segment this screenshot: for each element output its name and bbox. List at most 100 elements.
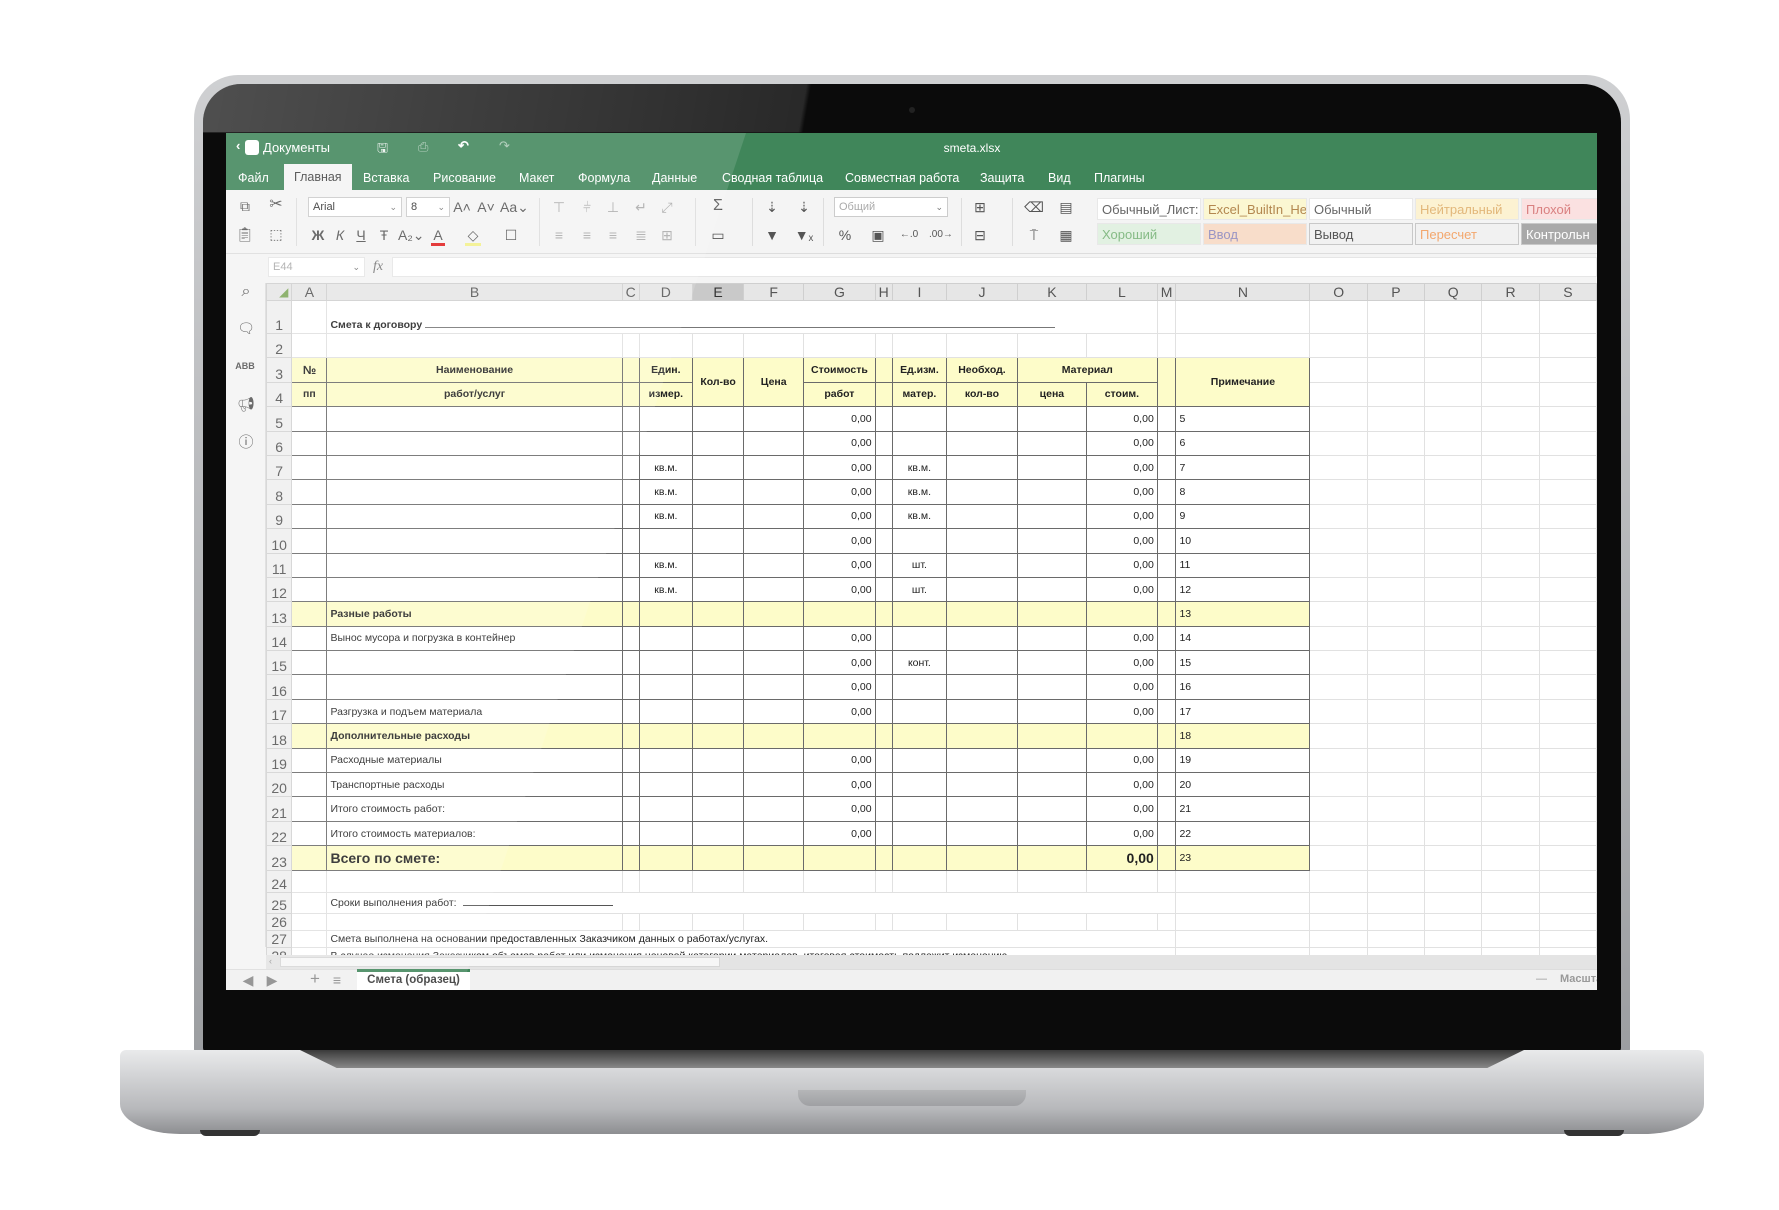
- cell-r[interactable]: [1481, 723, 1540, 749]
- fill-color-icon[interactable]: ◇: [465, 227, 481, 246]
- cell-f[interactable]: [743, 650, 805, 676]
- cell-c[interactable]: [621, 747, 640, 774]
- cell-i[interactable]: [891, 747, 948, 774]
- cell-p[interactable]: [1366, 723, 1426, 749]
- cell-f[interactable]: [743, 430, 805, 456]
- cell-q[interactable]: [1424, 528, 1483, 554]
- cell-j[interactable]: [946, 576, 1018, 603]
- cell-g[interactable]: 0,00: [803, 454, 876, 481]
- cell-p[interactable]: [1366, 650, 1426, 676]
- column-header[interactable]: E: [691, 283, 745, 301]
- cell-g[interactable]: 0,00: [803, 796, 876, 822]
- row-header[interactable]: 14: [266, 625, 293, 652]
- cell-b[interactable]: [326, 406, 623, 432]
- percent-icon[interactable]: %: [838, 227, 852, 243]
- cell-o[interactable]: [1309, 796, 1368, 822]
- cell-j[interactable]: [946, 503, 1018, 530]
- cell-e[interactable]: [691, 576, 745, 603]
- tab-6[interactable]: Данные: [652, 171, 698, 185]
- cell-n[interactable]: 14: [1175, 625, 1311, 652]
- cell-a[interactable]: [291, 869, 328, 893]
- cell-q[interactable]: [1424, 747, 1483, 774]
- cell-c[interactable]: [621, 430, 640, 456]
- cell-g[interactable]: 0,00: [803, 674, 876, 700]
- cell-h[interactable]: [874, 406, 893, 432]
- cell-h[interactable]: [874, 430, 893, 456]
- cell-l[interactable]: 0,00: [1086, 430, 1158, 456]
- cell-b[interactable]: [326, 674, 623, 700]
- cell-o[interactable]: [1309, 650, 1368, 676]
- cell[interactable]: [1016, 912, 1088, 931]
- cell-n[interactable]: 19: [1175, 747, 1311, 774]
- tab-10[interactable]: Вид: [1048, 171, 1071, 185]
- cell-g[interactable]: 0,00: [803, 747, 876, 774]
- cell-h[interactable]: [874, 503, 893, 530]
- sum-icon[interactable]: Σ: [713, 197, 723, 214]
- cell[interactable]: [1366, 869, 1426, 893]
- cell-o[interactable]: [1309, 674, 1368, 700]
- cell-r[interactable]: [1481, 747, 1540, 774]
- cell-e[interactable]: [691, 528, 745, 554]
- cell-f[interactable]: [743, 747, 805, 774]
- cell-k[interactable]: [1016, 674, 1088, 700]
- cell-j[interactable]: [946, 479, 1018, 505]
- cell-k[interactable]: [1016, 772, 1088, 798]
- cell-f[interactable]: [743, 796, 805, 822]
- align-left-icon[interactable]: ≡: [554, 227, 564, 243]
- cell[interactable]: [743, 912, 805, 931]
- cell-reference-box[interactable]: E44 ⌄: [268, 257, 365, 277]
- cell-g[interactable]: 0,00: [803, 552, 876, 578]
- cell-l[interactable]: 0,00: [1086, 650, 1158, 676]
- cell[interactable]: [1538, 912, 1597, 931]
- cell-o[interactable]: [1309, 845, 1368, 871]
- cell-h[interactable]: [874, 723, 893, 749]
- cell-m[interactable]: [1156, 479, 1177, 505]
- cell-b[interactable]: В случае изменения Заказчиком объемов ра…: [326, 946, 1177, 955]
- cell-q[interactable]: [1424, 454, 1483, 481]
- column-header[interactable]: J: [946, 283, 1018, 301]
- cell-a[interactable]: [291, 747, 328, 774]
- row-header[interactable]: 25: [266, 891, 293, 914]
- cell-p[interactable]: [1366, 479, 1426, 505]
- cell-m[interactable]: [1156, 772, 1177, 798]
- cell-c[interactable]: [621, 503, 640, 530]
- cell-p[interactable]: [1366, 601, 1426, 627]
- cell-r[interactable]: [1481, 674, 1540, 700]
- tab-7[interactable]: Сводная таблица: [722, 171, 824, 185]
- cell-h[interactable]: [874, 552, 893, 578]
- increase-decimal-icon[interactable]: .00→: [929, 229, 953, 240]
- cell-e[interactable]: [691, 503, 745, 530]
- cell-j[interactable]: [946, 430, 1018, 456]
- cell-p[interactable]: [1366, 552, 1426, 578]
- cell-q[interactable]: [1424, 406, 1483, 432]
- column-header[interactable]: O: [1309, 283, 1368, 301]
- clear-icon[interactable]: ⌫: [1024, 199, 1044, 215]
- cell-s[interactable]: [1538, 796, 1597, 822]
- font-size-select[interactable]: 8 ⌄: [406, 197, 450, 217]
- sheet-tab-active[interactable]: Смета (образец): [357, 969, 470, 990]
- cell-m[interactable]: [1156, 503, 1177, 530]
- column-header[interactable]: K: [1016, 283, 1088, 301]
- cell-e[interactable]: [691, 796, 745, 822]
- cell-p[interactable]: [1366, 698, 1426, 725]
- cell-i[interactable]: [891, 406, 948, 432]
- cell-r[interactable]: [1481, 454, 1540, 481]
- cell[interactable]: [1309, 946, 1368, 955]
- sort-ascending-icon[interactable]: ⇣: [766, 199, 778, 215]
- cell-r[interactable]: [1481, 625, 1540, 652]
- row-header[interactable]: 1: [266, 300, 293, 334]
- cell-f[interactable]: [743, 820, 805, 847]
- cell-p[interactable]: [1366, 625, 1426, 652]
- cell-n[interactable]: 10: [1175, 528, 1311, 554]
- scrollbar-thumb[interactable]: [280, 957, 720, 967]
- cell-s[interactable]: [1538, 625, 1597, 652]
- cell-style-option[interactable]: Нейтральный: [1415, 198, 1519, 220]
- cell-i[interactable]: [891, 772, 948, 798]
- cell-style-option[interactable]: Обычный_Лист:: [1097, 198, 1201, 220]
- cell-a[interactable]: [291, 552, 328, 578]
- cell[interactable]: [1424, 929, 1483, 948]
- cell-m[interactable]: [1156, 845, 1177, 871]
- row-header[interactable]: 27: [266, 929, 293, 948]
- cell-p[interactable]: [1366, 576, 1426, 603]
- cell-e[interactable]: [691, 845, 745, 871]
